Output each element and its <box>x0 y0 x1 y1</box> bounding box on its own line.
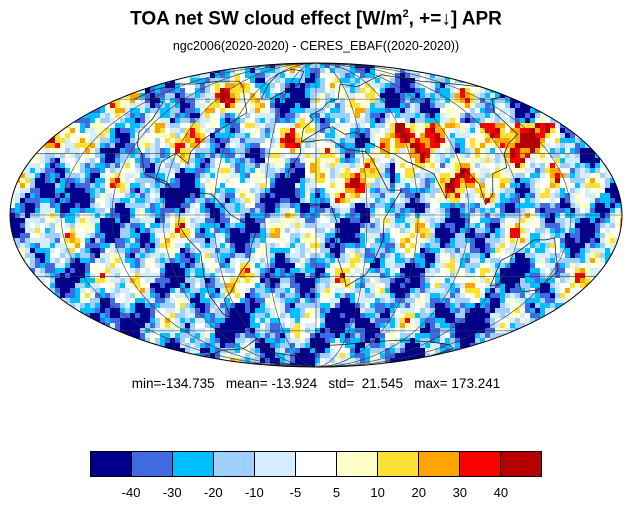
colorbar-swatch <box>255 452 296 476</box>
map-boundary <box>9 62 623 368</box>
colorbar-tick-label: 30 <box>452 485 468 500</box>
map-title-superscript: 2 <box>402 8 409 20</box>
coastline <box>300 74 519 206</box>
coastline <box>203 338 454 357</box>
colorbar-tick-label: 20 <box>411 485 426 500</box>
colorbar-swatch <box>419 452 460 476</box>
colorbar-tick-label: 40 <box>493 485 509 500</box>
coastline <box>489 237 559 293</box>
map-title-suffix: , +=↓] APR <box>408 8 502 30</box>
colorbar-swatch <box>173 452 214 476</box>
coastline <box>260 68 305 100</box>
coastline <box>178 191 258 319</box>
coastline <box>134 80 248 199</box>
map-title-main: TOA net SW cloud effect [W/m <box>130 8 403 30</box>
colorbar-tick-label: -10 <box>244 485 264 500</box>
colorbar-swatch <box>91 452 132 476</box>
colorbar <box>90 451 542 477</box>
statistics-line: min=-134.735 mean= -13.924 std= 21.545 m… <box>131 376 501 391</box>
map-title: TOA net SW cloud effect [W/m2, +=↓] APR <box>0 8 632 30</box>
colorbar-swatch <box>296 452 337 476</box>
colorbar-swatch <box>132 452 173 476</box>
colorbar-swatch <box>214 452 255 476</box>
map-subtitle: ngc2006(2020-2020) - CERES_EBAF((2020-20… <box>172 39 460 53</box>
colorbar-tick-label: -30 <box>162 485 182 500</box>
colorbar-tick-label: 5 <box>332 485 341 500</box>
colorbar-tick-label: 10 <box>370 485 385 500</box>
colorbar-tick-label: -40 <box>121 485 141 500</box>
colorbar-swatch <box>378 452 419 476</box>
colorbar-tick-label: -5 <box>289 485 302 500</box>
coastline <box>287 139 403 287</box>
colorbar-tick-label: -20 <box>203 485 223 500</box>
colorbar-swatch <box>460 452 501 476</box>
coastlines <box>134 68 559 357</box>
colorbar-swatch <box>501 452 541 476</box>
graticule <box>10 62 622 368</box>
colorbar-swatch <box>337 452 378 476</box>
